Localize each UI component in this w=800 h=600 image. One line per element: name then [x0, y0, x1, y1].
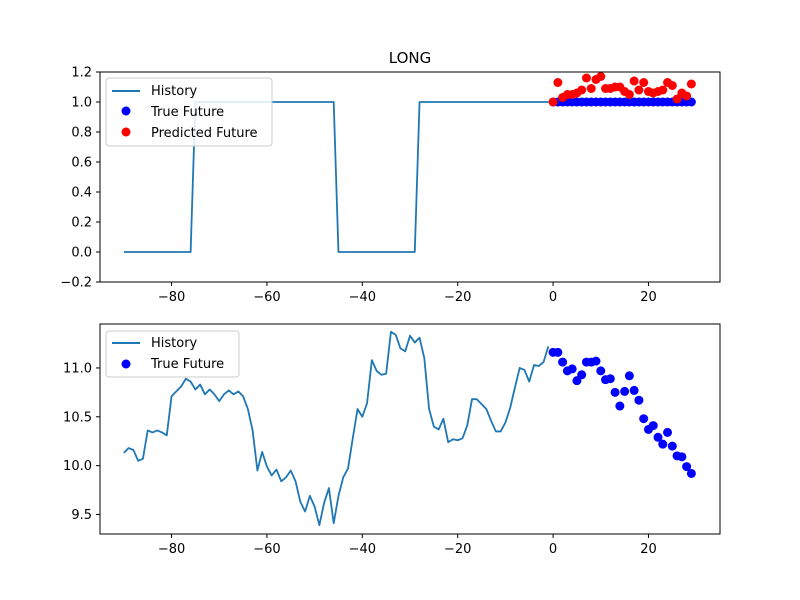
chart-bottom-true-future-point: [629, 385, 639, 395]
chart-bottom-true-future-point: [677, 452, 687, 462]
chart-bottom-true-future-point: [624, 371, 634, 381]
chart-bottom-true-future-point: [610, 387, 620, 397]
chart-top-history-line: [123, 101, 549, 253]
chart-top-true-future-point: [686, 97, 696, 107]
chart-top-legend-predicted-future-swatch: [121, 127, 131, 137]
chart-bottom-true-future-point: [658, 439, 668, 449]
chart-bottom-true-future-point: [605, 374, 615, 384]
chart-bottom-legend-history-label: History: [151, 336, 198, 351]
chart-top-y-tick-label: 1.2: [71, 66, 92, 81]
chart-bottom-x-tick-label: −60: [253, 542, 280, 557]
chart-top-y-tick-label: 1.0: [71, 96, 92, 111]
chart-bottom-true-future-point: [663, 427, 673, 437]
chart-top-legend-history-label: History: [151, 84, 198, 99]
chart-bottom-true-future-point: [667, 441, 677, 451]
chart-bottom-true-future-point: [648, 421, 658, 431]
chart-top-ticks: −80 −60 −40 −20 0 20 −0.2 0.0 0.2 0.4 0.6 0.8 1.0 1.2: [60, 66, 656, 306]
chart-bottom-true-future-point: [558, 357, 568, 367]
chart-top-predicted-future-point: [577, 85, 587, 95]
chart-top-predicted-future-point: [629, 76, 639, 86]
chart-bottom-true-future-point: [653, 432, 663, 442]
chart-top-x-tick-label: 20: [640, 290, 657, 305]
chart-bottom-x-tick-label: −40: [349, 542, 376, 557]
chart-bottom: −80 −60 −40 −20 0 20 9.5 10.0 10.5 11.0 History T…: [63, 323, 721, 557]
chart-top-predicted-future-point: [596, 72, 606, 81]
chart-bottom-plot: [123, 330, 696, 527]
chart-bottom-history-line: [123, 330, 550, 527]
chart-bottom-y-tick-label: 9.5: [71, 508, 92, 523]
chart-top-x-tick-label: −80: [158, 290, 185, 305]
chart-top: LONG −80 −60 −40 −20 0 20 −0.2 0.0 0.2 0.4 0.6 0.8 1…: [60, 49, 721, 306]
chart-top-predicted-future-point: [682, 91, 692, 101]
chart-bottom-x-tick-label: −20: [444, 542, 471, 557]
chart-top-predicted-future-point: [553, 78, 563, 87]
chart-top-x-tick-label: 0: [549, 290, 557, 305]
chart-top-predicted-future-point: [586, 84, 596, 93]
chart-bottom-y-tick-label: 11.0: [63, 361, 92, 376]
chart-bottom-true-future-point: [639, 414, 649, 424]
chart-bottom-legend-true-future-swatch: [121, 359, 131, 369]
chart-bottom-legend-true-future-label: True Future: [150, 357, 224, 372]
chart-top-y-tick-label: 0.8: [71, 126, 92, 141]
chart-top-legend: History True Future Predicted Future: [105, 77, 273, 147]
chart-bottom-y-tick-label: 10.5: [63, 410, 92, 425]
chart-top-y-tick-label: 0.2: [71, 216, 92, 231]
chart-bottom-ticks: −80 −60 −40 −20 0 20 9.5 10.0 10.5 11.0: [63, 361, 657, 557]
chart-top-y-tick-label: 0.0: [71, 246, 92, 261]
chart-bottom-legend: History True Future: [105, 330, 240, 378]
chart-top-y-tick-label: 0.6: [71, 156, 92, 171]
chart-top-axes-frame: [99, 71, 721, 283]
chart-top-predicted-future-point: [658, 85, 668, 95]
chart-bottom-axes-frame: [99, 323, 721, 535]
chart-top-predicted-future-point: [686, 79, 696, 89]
chart-bottom-x-tick-label: 20: [640, 542, 657, 557]
chart-bottom-x-tick-label: 0: [549, 542, 557, 557]
chart-bottom-true-future-point: [567, 364, 577, 374]
chart-bottom-true-future-point: [634, 395, 644, 405]
chart-top-legend-box: [105, 77, 273, 147]
chart-bottom-true-future-point: [682, 462, 692, 472]
chart-top-legend-predicted-future-label: Predicted Future: [151, 126, 258, 141]
chart-bottom-x-tick-label: −80: [158, 542, 185, 557]
chart-top-predicted-future-point: [672, 94, 682, 104]
chart-top-predicted-future-point: [639, 78, 649, 87]
chart-bottom-true-future-point: [577, 370, 587, 380]
chart-bottom-true-future-point: [620, 386, 630, 396]
chart-top-predicted-future-point: [548, 97, 558, 107]
chart-bottom-true-future-point: [596, 366, 606, 376]
chart-top-predicted-future-point: [634, 85, 644, 95]
chart-top-y-tick-label: 0.4: [71, 186, 92, 201]
chart-bottom-y-tick-label: 10.0: [63, 459, 92, 474]
chart-top-title: LONG: [389, 49, 431, 67]
chart-top-predicted-future-point: [581, 73, 591, 83]
chart-top-x-tick-label: −20: [444, 290, 471, 305]
chart-bottom-true-future-point: [591, 356, 601, 366]
chart-bottom-true-future-point: [553, 347, 563, 357]
chart-bottom-true-future-point: [686, 468, 696, 478]
chart-top-y-tick-label: −0.2: [60, 276, 92, 291]
chart-top-predicted-future-point: [667, 81, 677, 90]
chart-bottom-true-future-point: [615, 401, 625, 411]
chart-top-legend-true-future-swatch: [121, 106, 131, 116]
chart-top-legend-true-future-label: True Future: [150, 105, 224, 120]
chart-top-plot: [123, 72, 696, 253]
chart-top-predicted-future-point: [624, 90, 634, 99]
chart-top-x-tick-label: −60: [253, 290, 280, 305]
chart-top-x-tick-label: −40: [349, 290, 376, 305]
